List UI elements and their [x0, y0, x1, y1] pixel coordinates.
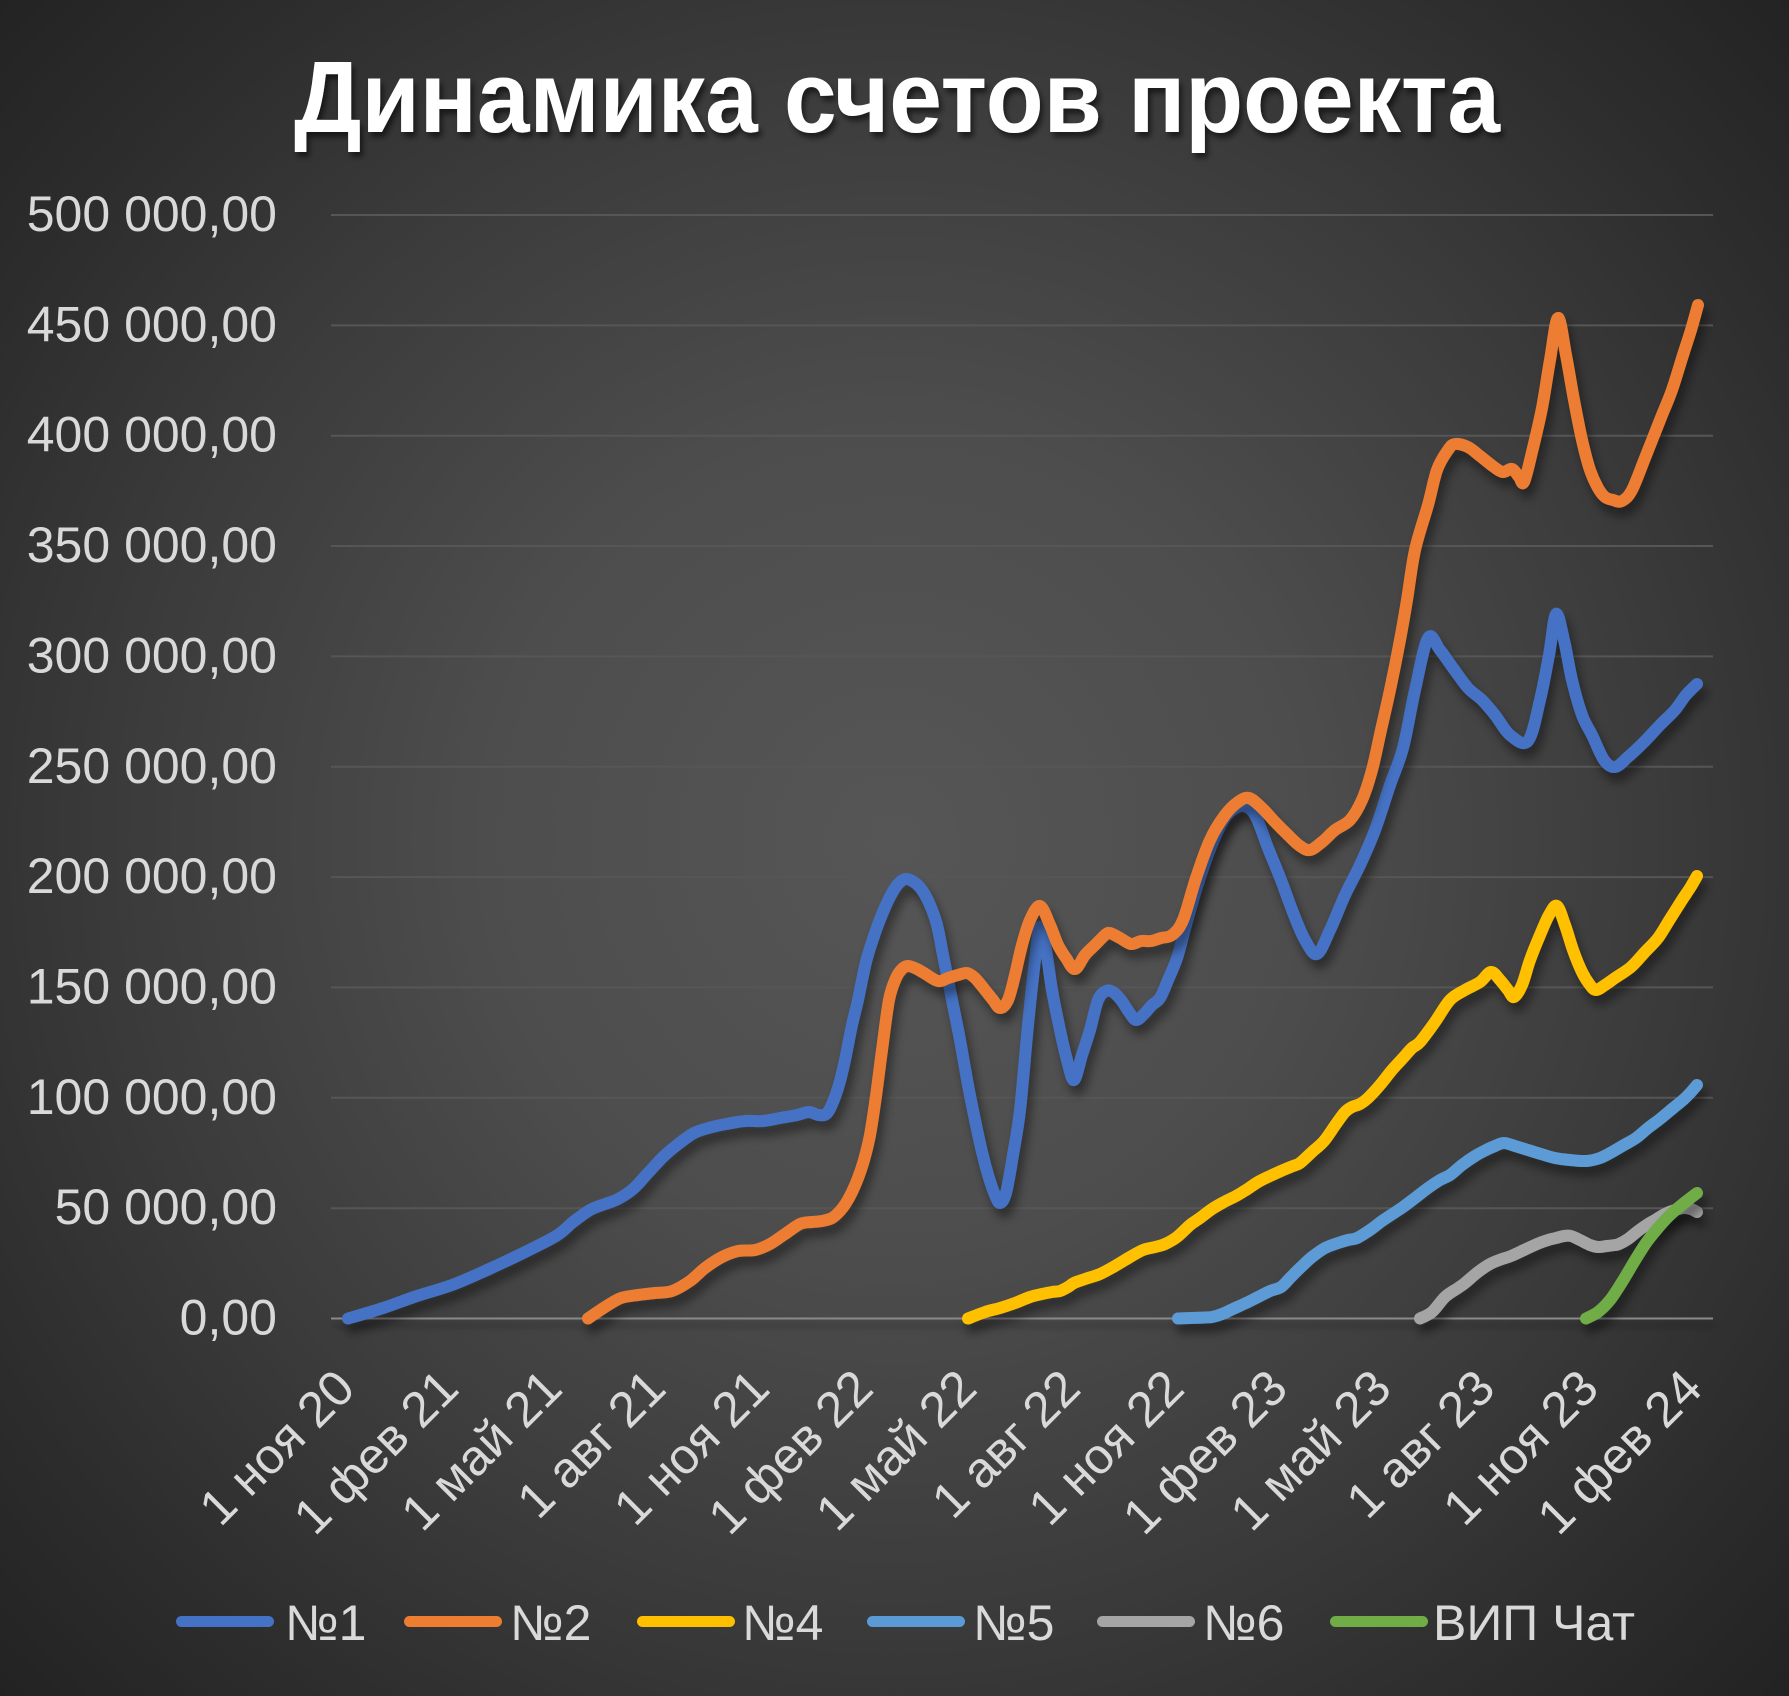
svg-text:350 000,00: 350 000,00 — [27, 517, 277, 573]
svg-text:Динамика счетов проекта: Динамика счетов проекта — [294, 42, 1501, 154]
svg-text:300 000,00: 300 000,00 — [27, 627, 277, 683]
svg-text:№2: №2 — [510, 1595, 591, 1651]
svg-text:50 000,00: 50 000,00 — [55, 1179, 277, 1235]
svg-text:200 000,00: 200 000,00 — [27, 848, 277, 904]
svg-text:№5: №5 — [973, 1595, 1054, 1651]
svg-text:0,00: 0,00 — [180, 1290, 277, 1346]
svg-text:ВИП Чат: ВИП Чат — [1433, 1595, 1635, 1651]
svg-text:500 000,00: 500 000,00 — [27, 186, 277, 242]
svg-text:250 000,00: 250 000,00 — [27, 738, 277, 794]
svg-text:№1: №1 — [285, 1595, 366, 1651]
svg-text:150 000,00: 150 000,00 — [27, 958, 277, 1014]
svg-text:№6: №6 — [1203, 1595, 1284, 1651]
svg-text:№4: №4 — [742, 1595, 823, 1651]
svg-text:100 000,00: 100 000,00 — [27, 1069, 277, 1125]
svg-text:450 000,00: 450 000,00 — [27, 296, 277, 352]
svg-text:400 000,00: 400 000,00 — [27, 407, 277, 463]
